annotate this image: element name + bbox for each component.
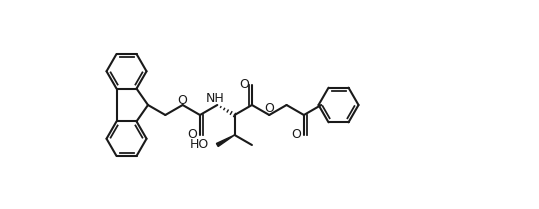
Text: O: O [187, 129, 197, 141]
Text: HO: HO [190, 139, 209, 152]
Polygon shape [216, 135, 234, 147]
Text: O: O [264, 102, 274, 116]
Text: NH: NH [206, 92, 225, 104]
Text: O: O [178, 93, 188, 107]
Text: O: O [239, 79, 249, 92]
Text: O: O [291, 129, 301, 141]
